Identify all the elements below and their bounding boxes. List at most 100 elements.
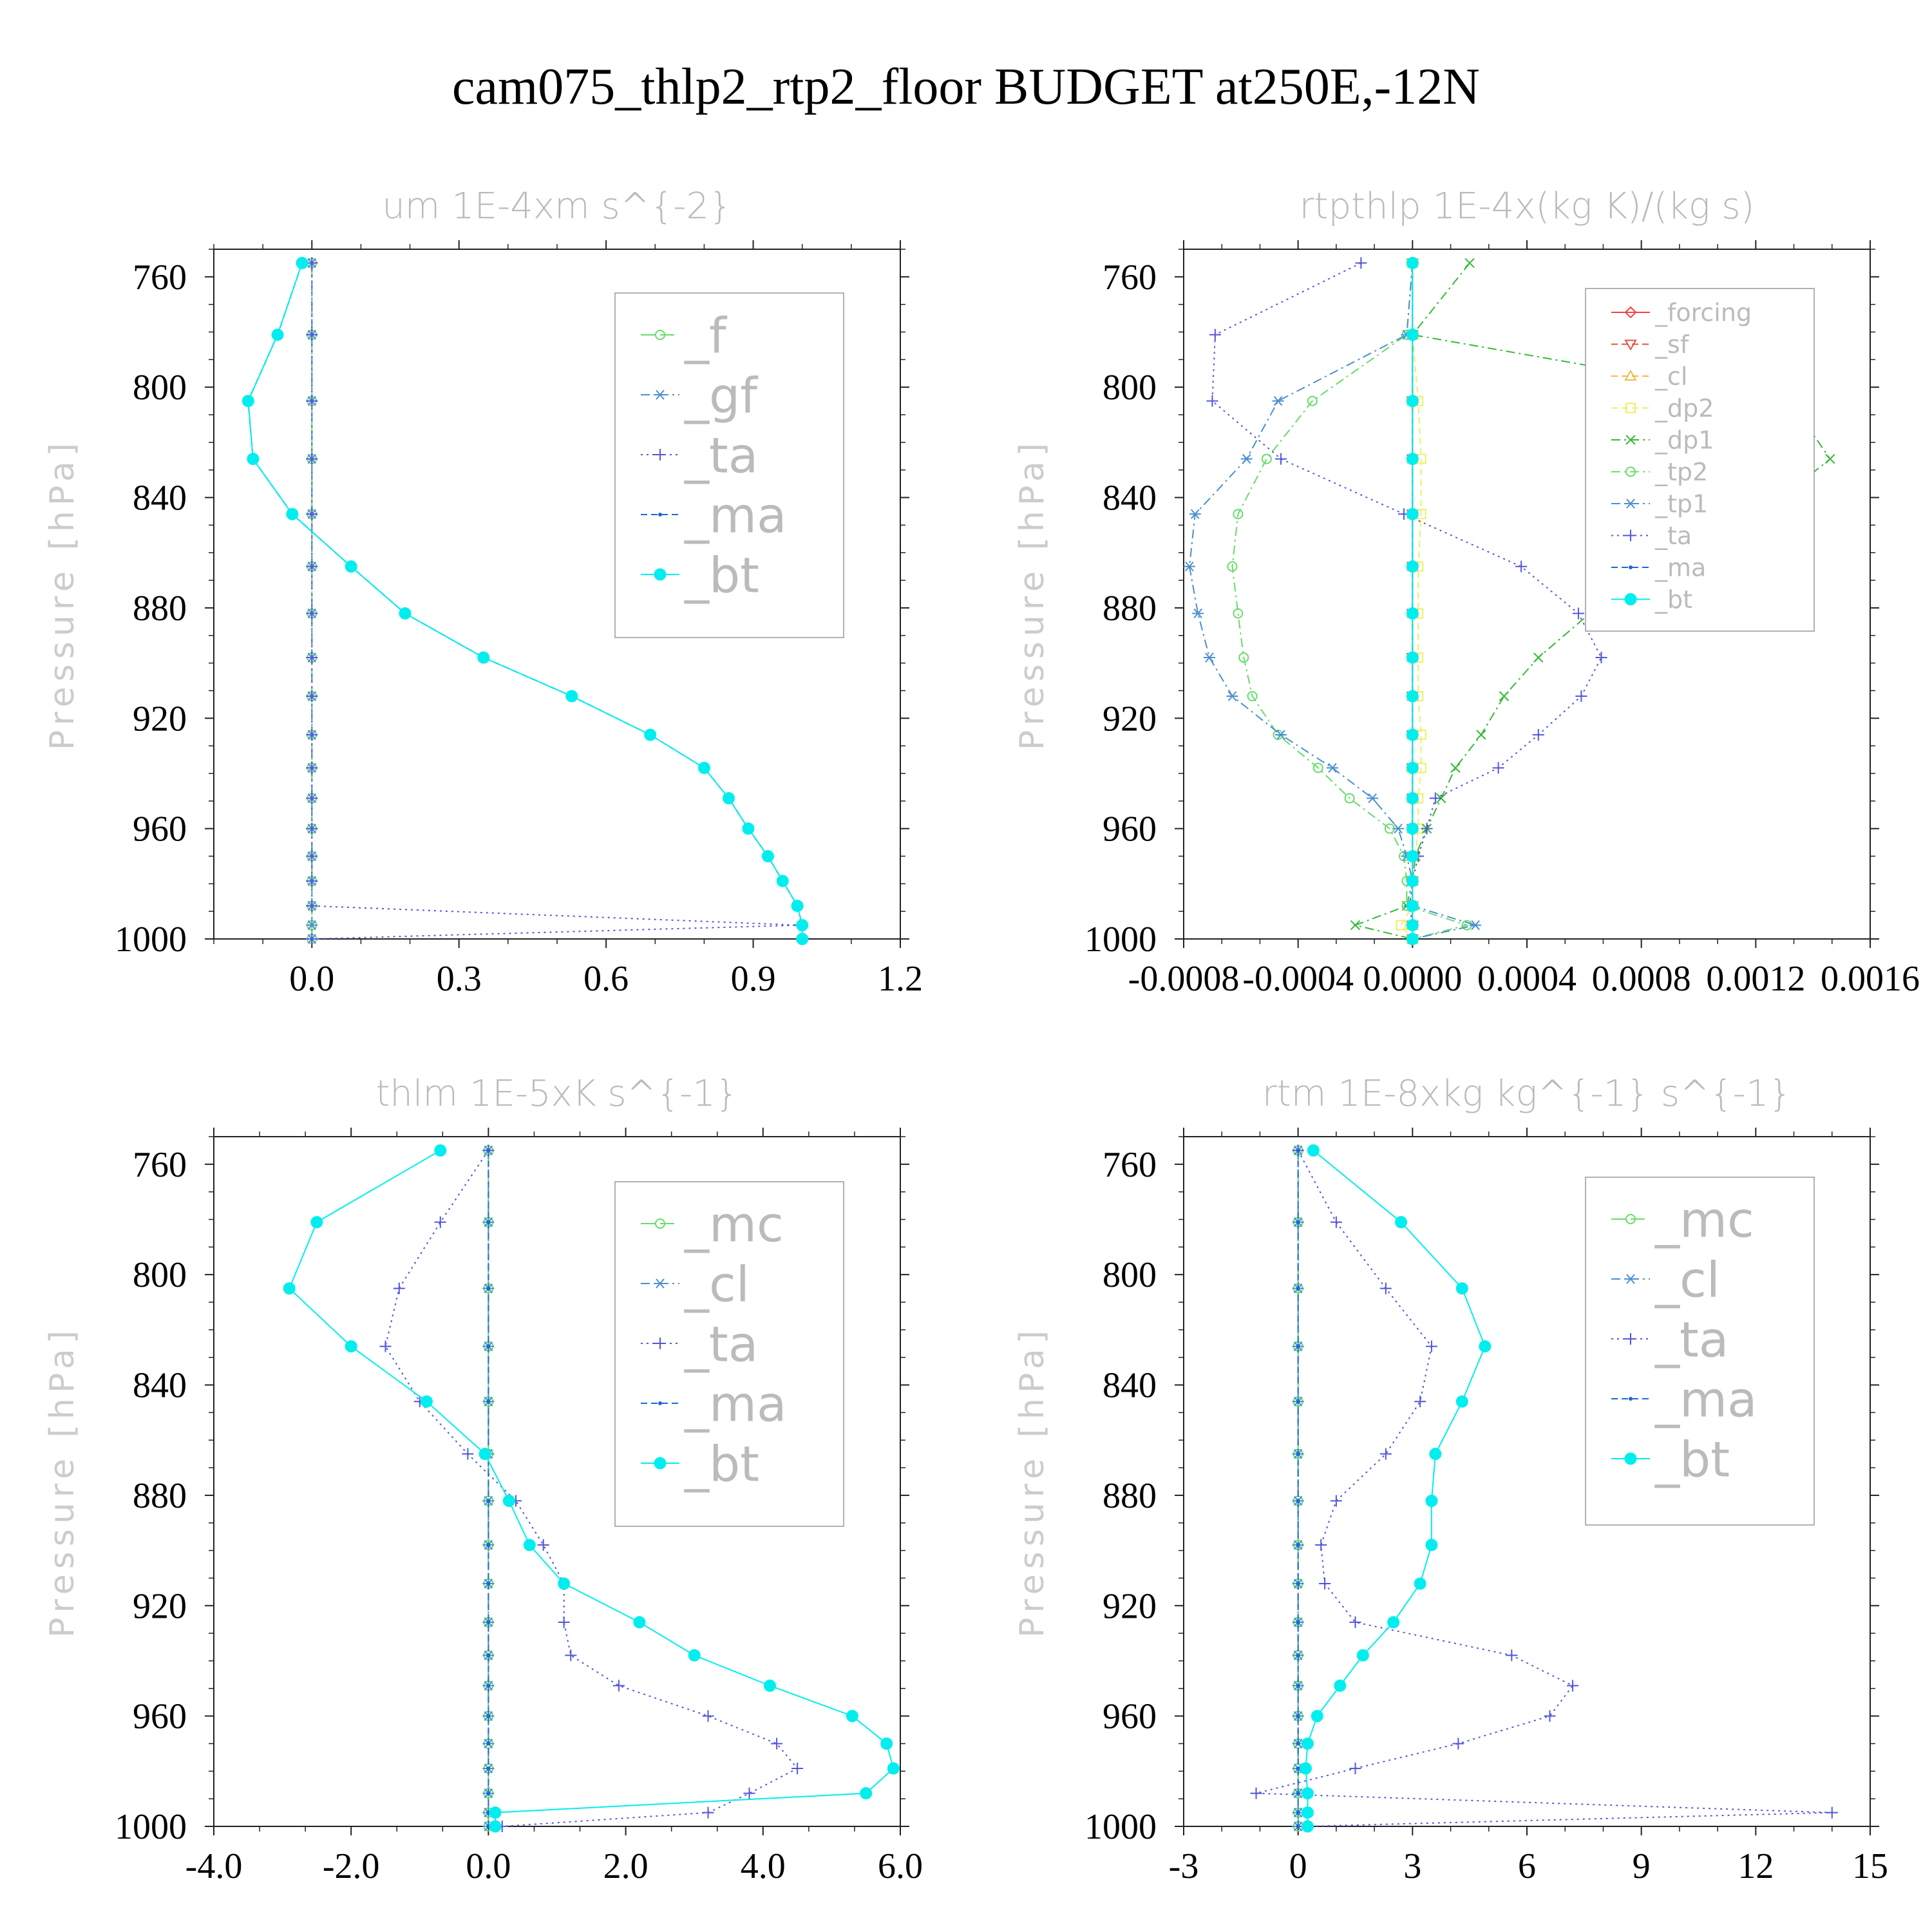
data-point [306, 560, 318, 573]
data-point [1227, 561, 1238, 572]
legend-marker [654, 1278, 666, 1289]
legend-item: _sf [1611, 330, 1690, 359]
x-tick-label: 0 [1289, 1846, 1307, 1886]
series-bt [283, 1144, 900, 1833]
data-point [486, 1714, 491, 1718]
data-point [1296, 1653, 1300, 1658]
data-point [1406, 822, 1419, 835]
y-tick-label: 760 [133, 1145, 187, 1185]
data-point [1464, 258, 1475, 269]
data-point [462, 1448, 474, 1460]
data-point [612, 1680, 625, 1692]
legend-box [1585, 288, 1815, 632]
y-tick-label: 880 [1103, 589, 1157, 629]
legend-label: _cl [1654, 363, 1687, 391]
data-point [1206, 395, 1218, 407]
data-point [1319, 1578, 1331, 1590]
data-point [791, 1763, 804, 1775]
data-point [486, 1766, 491, 1771]
x-tick-label: 0.6 [583, 959, 629, 999]
data-point [1296, 1452, 1300, 1456]
panel-1: um 1E-4xm s^{-2} Pressure [hPa] 0.0 0.3 0.6 0… [43, 185, 923, 999]
data-point [1301, 1806, 1314, 1819]
y-axis-label: Pressure [hPa] [1013, 1325, 1052, 1638]
series-ma [486, 1148, 491, 1828]
x-tick-label: -3 [1169, 1846, 1199, 1886]
data-point [306, 690, 318, 703]
series-line [1400, 263, 1422, 940]
y-tick-label: 760 [133, 258, 187, 298]
y-tick-label: 800 [1103, 1255, 1157, 1295]
data-point [486, 1741, 491, 1746]
data-point [486, 1543, 491, 1548]
legend: _mc_cl_ta_ma_bt [614, 1181, 844, 1527]
legend-marker [1624, 593, 1637, 605]
data-point [697, 761, 710, 774]
data-point [1572, 607, 1584, 620]
legend-item: _bt [641, 546, 759, 603]
series-line [311, 263, 800, 940]
data-point [271, 328, 284, 341]
legend-item: _dp2 [1611, 394, 1714, 422]
data-point [1455, 1282, 1468, 1295]
panel-title: rtm 1E-8xkg kg^{-1} s^{-1} [1262, 1073, 1792, 1115]
legend-marker [1624, 369, 1637, 381]
series-line [1211, 262, 1602, 939]
data-point [796, 919, 809, 932]
legend-item: _cl [641, 1255, 750, 1312]
legend-item: _bt [1611, 1430, 1730, 1488]
legend-label: _cl [684, 1255, 750, 1312]
data-point [345, 560, 357, 573]
data-point [1406, 875, 1419, 887]
data-point [776, 875, 789, 887]
data-point [420, 1395, 433, 1408]
data-point [558, 1616, 570, 1628]
data-point [1406, 256, 1419, 269]
legend-marker [1629, 1397, 1633, 1401]
legend-marker [1625, 402, 1636, 413]
y-axis-label: Pressure [hPa] [1013, 438, 1052, 750]
data-point [1476, 730, 1486, 740]
data-point [1296, 1220, 1300, 1224]
data-point [1301, 1737, 1314, 1750]
data-point [1312, 762, 1323, 773]
legend-marker [654, 1457, 667, 1470]
panel-title: rtpthlp 1E-4x(kg K)/(kg s) [1300, 185, 1755, 227]
series-ta [306, 257, 806, 945]
legend-label: _ta [1654, 1311, 1728, 1368]
data-point [486, 1148, 491, 1153]
legend: _forcing _sf _cl _dp2 _dp1 _tp2 _tp1 _ta _ma _bt [1585, 288, 1815, 632]
legend-label: _ma [684, 1375, 787, 1432]
data-point [1296, 1683, 1300, 1688]
x-tick-label: 0.0000 [1363, 959, 1462, 999]
data-point [1406, 453, 1419, 466]
data-point [1414, 1396, 1426, 1408]
data-point [1406, 933, 1419, 945]
legend-marker [1624, 339, 1637, 351]
data-point [742, 822, 755, 835]
data-point [523, 1539, 536, 1551]
data-point [633, 1616, 646, 1629]
data-point [1296, 1582, 1300, 1586]
data-point [1392, 823, 1405, 834]
data-point [1406, 900, 1419, 913]
data-point [1575, 690, 1587, 703]
y-tick-label: 960 [133, 810, 187, 849]
data-point [1261, 453, 1272, 464]
data-point [1367, 793, 1379, 804]
data-point [434, 1144, 447, 1157]
x-tick-label: -2.0 [323, 1846, 380, 1886]
data-point [1350, 920, 1361, 931]
y-tick-label: 880 [1103, 1476, 1157, 1516]
y-tick-label: 840 [133, 1366, 187, 1406]
legend-marker [1625, 466, 1636, 477]
data-point [306, 652, 318, 664]
series-line [1305, 1150, 1486, 1826]
legend-item: _bt [641, 1435, 759, 1492]
series-bt [1406, 256, 1419, 945]
legend-item: _mc [641, 1195, 784, 1253]
legend-label: _forcing [1654, 299, 1752, 327]
legend-marker [1625, 1274, 1636, 1284]
data-point [1532, 728, 1544, 741]
data-point [1406, 792, 1419, 805]
